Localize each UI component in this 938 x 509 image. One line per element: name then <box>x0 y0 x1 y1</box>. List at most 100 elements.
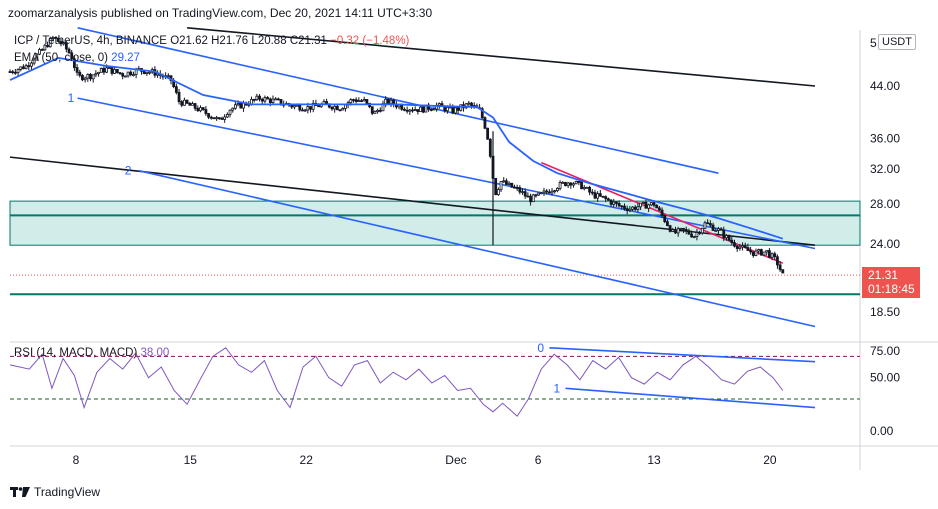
candle-body <box>496 189 500 196</box>
candle-body <box>357 100 361 103</box>
candle-body <box>488 138 492 157</box>
candle-body <box>86 73 90 79</box>
candle-body <box>690 233 693 238</box>
candle <box>507 181 511 186</box>
candle <box>515 184 519 192</box>
candle-body <box>389 99 393 105</box>
low-value: L20.88 <box>251 35 287 47</box>
candle-body <box>700 227 704 234</box>
candle <box>593 189 597 200</box>
candle <box>40 48 44 51</box>
currency-badge[interactable]: USDT <box>878 34 916 50</box>
candle <box>97 71 100 77</box>
candle <box>770 252 774 261</box>
candle <box>432 107 436 111</box>
candle-body <box>263 97 267 102</box>
candle <box>582 184 586 191</box>
candle <box>456 106 460 114</box>
candle <box>70 49 74 60</box>
candle <box>542 187 546 196</box>
candle-body <box>11 71 15 74</box>
candle <box>574 180 578 185</box>
tradingview-logo-icon <box>10 487 30 497</box>
symbol-label[interactable]: ICP / TetherUS, 4h, BINANCE <box>14 35 167 47</box>
close-value: C21.31 <box>289 35 327 47</box>
candle-body <box>183 99 186 106</box>
candle <box>682 227 685 233</box>
candle-body <box>411 109 414 112</box>
candle-body <box>558 181 562 189</box>
candle-body <box>542 190 546 194</box>
candle-body <box>566 182 570 187</box>
candle-body <box>421 106 425 113</box>
candle <box>550 188 554 196</box>
ema-label[interactable]: EMA (50, close, 0) <box>14 52 108 64</box>
candle-body <box>580 181 583 190</box>
footer-brand[interactable]: TradingView <box>34 485 101 499</box>
candle-body <box>767 250 771 258</box>
channel-2-line <box>138 169 816 328</box>
candle-body <box>268 98 272 103</box>
candle-body <box>598 193 602 197</box>
candle-body <box>483 117 487 129</box>
candle <box>692 235 696 239</box>
candle <box>78 69 82 78</box>
candle-body <box>67 48 71 54</box>
candle-body <box>717 228 720 231</box>
candle <box>615 201 618 207</box>
candle-body <box>64 42 68 50</box>
candle-body <box>196 107 200 112</box>
candle <box>502 177 506 184</box>
candle <box>252 98 256 103</box>
candle-body <box>725 235 728 239</box>
candle-body <box>553 190 557 193</box>
rsi-label[interactable]: RSI (14, MACD, MACD) <box>14 347 138 359</box>
candle <box>499 181 503 193</box>
candle <box>75 63 79 76</box>
candle <box>233 101 237 110</box>
candle-body <box>349 99 353 104</box>
candle-body <box>330 106 334 110</box>
candle-body <box>526 195 530 198</box>
candle <box>671 227 675 233</box>
candle <box>27 61 31 71</box>
candle-body <box>180 101 184 106</box>
rsi-tick-label: 0.00 <box>870 424 894 438</box>
candle-body <box>456 107 460 111</box>
candle <box>8 69 12 73</box>
candle <box>569 182 573 189</box>
candle <box>690 230 693 238</box>
candle-body <box>35 53 39 61</box>
candle <box>534 193 538 198</box>
candle-body <box>83 77 87 81</box>
candle-body <box>765 250 769 253</box>
channel-1-label: 1 <box>68 91 75 105</box>
candle-body <box>185 99 189 104</box>
candle-body <box>735 245 739 249</box>
candle-body <box>773 253 777 258</box>
candle-body <box>585 186 589 189</box>
candle-body <box>486 127 490 140</box>
candle <box>738 243 742 251</box>
candle <box>38 47 41 56</box>
candle <box>59 38 63 47</box>
candle-body <box>403 108 406 111</box>
candle-body <box>223 116 227 120</box>
last-price-value: 21.31 <box>868 268 899 282</box>
candle-body <box>129 71 133 76</box>
candle-body <box>365 99 369 104</box>
candle <box>403 107 406 112</box>
candle-body <box>754 250 758 256</box>
candle <box>711 222 715 231</box>
candle-body <box>207 113 210 118</box>
open-value: O21.62 <box>170 35 208 47</box>
candle-body <box>376 109 380 112</box>
candle-body <box>121 73 125 77</box>
candle-body <box>204 109 208 114</box>
candle <box>751 251 755 258</box>
candle-body <box>145 72 149 74</box>
candle <box>191 101 194 106</box>
ema-value: 29.27 <box>111 52 140 64</box>
candle <box>201 106 205 111</box>
